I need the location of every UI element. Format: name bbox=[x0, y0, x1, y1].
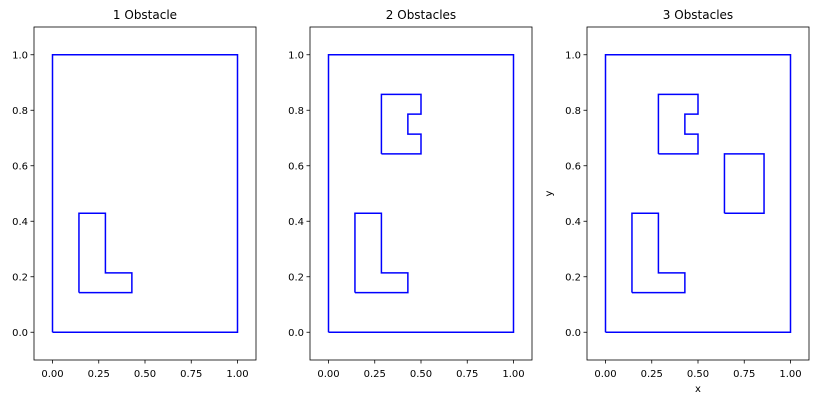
x-tick-label: 0.75 bbox=[733, 369, 755, 380]
obstacle-outline-1 bbox=[631, 212, 686, 294]
x-tick-label: 0.00 bbox=[41, 369, 63, 380]
x-tick-label: 1.00 bbox=[779, 369, 801, 380]
x-tick-label: 0.25 bbox=[641, 369, 663, 380]
y-tick-label: 0.0 bbox=[288, 328, 304, 339]
boundary-outline bbox=[604, 54, 792, 333]
y-tick-label: 0.4 bbox=[565, 217, 581, 228]
x-tick-label: 0.25 bbox=[88, 369, 110, 380]
subplot-3-obstacles: 3 Obstacles x y 0.00 0.25 0.50 0.75 1.00 0.0 0… bbox=[544, 8, 810, 395]
y-tick-label: 0.0 bbox=[565, 328, 581, 339]
y-tick-label: 0.4 bbox=[12, 217, 28, 228]
x-tick-label: 0.00 bbox=[594, 369, 616, 380]
boundary-outline bbox=[327, 54, 515, 333]
x-axis-label: x bbox=[695, 384, 701, 395]
y-tick-label: 0.2 bbox=[288, 272, 304, 283]
obstacle-outline-2 bbox=[380, 93, 422, 155]
y-tick-label: 0.8 bbox=[12, 106, 28, 117]
subplot-1-obstacle: 1 Obstacle 0.00 0.25 0.50 0.75 1.00 0.0 0.2 0.4… bbox=[12, 8, 257, 380]
obstacle-outline-1 bbox=[354, 212, 409, 294]
x-tick-label: 1.00 bbox=[502, 369, 524, 380]
x-tick-label: 0.75 bbox=[456, 369, 478, 380]
y-tick-label: 0.4 bbox=[288, 217, 304, 228]
subplot-title: 3 Obstacles bbox=[663, 8, 733, 22]
y-tick-label: 1.0 bbox=[288, 50, 304, 61]
y-tick-label: 0.8 bbox=[565, 106, 581, 117]
obstacle-outline-3 bbox=[723, 153, 765, 214]
x-tick-label: 0.25 bbox=[364, 369, 386, 380]
y-tick-label: 1.0 bbox=[565, 50, 581, 61]
obstacle-outline-1 bbox=[78, 212, 133, 294]
x-tick-label: 0.50 bbox=[134, 369, 156, 380]
x-tick-label: 0.75 bbox=[180, 369, 202, 380]
boundary-outline bbox=[51, 54, 239, 333]
obstacle-outline-2 bbox=[657, 93, 699, 155]
y-tick-label: 0.2 bbox=[565, 272, 581, 283]
subplot-title: 1 Obstacle bbox=[113, 8, 177, 22]
x-tick-label: 1.00 bbox=[226, 369, 248, 380]
y-tick-label: 0.6 bbox=[12, 161, 28, 172]
y-tick-label: 0.2 bbox=[12, 272, 28, 283]
y-tick-label: 0.8 bbox=[288, 106, 304, 117]
subplot-2-obstacles: 2 Obstacles 0.00 0.25 0.50 0.75 1.00 0.0 0.2 0.… bbox=[288, 8, 533, 380]
y-axis-label: y bbox=[544, 190, 555, 196]
y-tick-label: 1.0 bbox=[12, 50, 28, 61]
y-tick-label: 0.6 bbox=[565, 161, 581, 172]
y-tick-label: 0.6 bbox=[288, 161, 304, 172]
y-tick-label: 0.0 bbox=[12, 328, 28, 339]
subplot-title: 2 Obstacles bbox=[386, 8, 456, 22]
x-tick-label: 0.50 bbox=[687, 369, 709, 380]
x-tick-label: 0.50 bbox=[410, 369, 432, 380]
x-tick-label: 0.00 bbox=[317, 369, 339, 380]
